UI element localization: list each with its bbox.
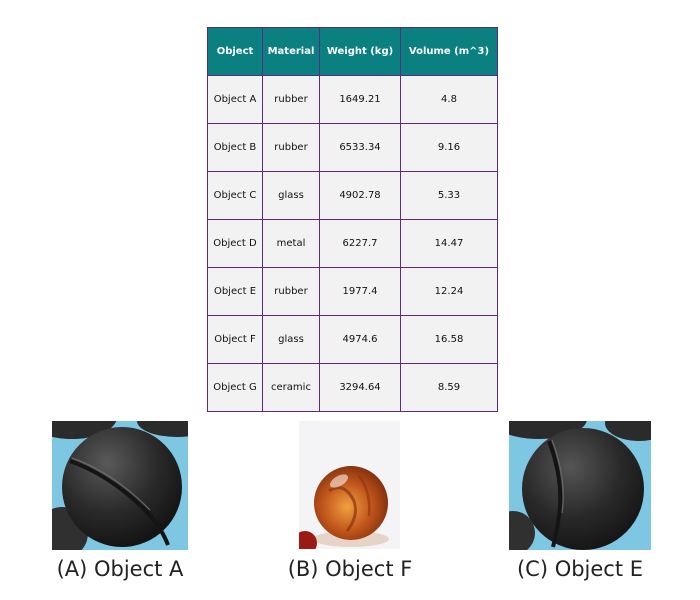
option-c-image[interactable] [509, 421, 651, 550]
cell-weight: 6533.34 [319, 123, 401, 172]
cell-material: rubber [262, 267, 320, 316]
cell-material: metal [262, 219, 320, 268]
cell-volume: 14.47 [400, 219, 498, 268]
table-row: Object D metal 6227.7 14.47 [207, 219, 498, 268]
header-weight: Weight (kg) [319, 27, 401, 76]
cell-object: Object B [207, 123, 263, 172]
cell-weight: 4902.78 [319, 171, 401, 220]
cell-weight: 4974.6 [319, 315, 401, 364]
option-a-caption: (A) Object A [56, 557, 184, 581]
header-volume: Volume (m^3) [400, 27, 498, 76]
cell-object: Object G [207, 363, 263, 412]
black-rubber-ball-photo [509, 421, 651, 550]
data-table-container: Object Material Weight (kg) Volume (m^3)… [207, 27, 498, 412]
cell-volume: 4.8 [400, 75, 498, 124]
cell-weight: 3294.64 [319, 363, 401, 412]
cell-volume: 9.16 [400, 123, 498, 172]
option-b-caption: (B) Object F [287, 557, 413, 581]
header-material: Material [262, 27, 320, 76]
cell-object: Object E [207, 267, 263, 316]
table-row: Object A rubber 1649.21 4.8 [207, 75, 498, 124]
header-object: Object [207, 27, 263, 76]
cell-weight: 1649.21 [319, 75, 401, 124]
table-row: Object B rubber 6533.34 9.16 [207, 123, 498, 172]
option-b-image[interactable] [299, 421, 400, 549]
cell-material: glass [262, 171, 320, 220]
cell-material: ceramic [262, 363, 320, 412]
option-a-image[interactable] [52, 421, 188, 550]
cell-object: Object A [207, 75, 263, 124]
cell-object: Object F [207, 315, 263, 364]
table-row: Object G ceramic 3294.64 8.59 [207, 363, 498, 412]
cell-material: glass [262, 315, 320, 364]
orange-glass-marble-photo [299, 421, 400, 549]
cell-volume: 16.58 [400, 315, 498, 364]
cell-volume: 12.24 [400, 267, 498, 316]
black-rubber-ball-photo [52, 421, 188, 550]
cell-material: rubber [262, 123, 320, 172]
cell-material: rubber [262, 75, 320, 124]
cell-volume: 8.59 [400, 363, 498, 412]
table-row: Object F glass 4974.6 16.58 [207, 315, 498, 364]
table-row: Object E rubber 1977.4 12.24 [207, 267, 498, 316]
table-row: Object C glass 4902.78 5.33 [207, 171, 498, 220]
cell-object: Object C [207, 171, 263, 220]
object-properties-table: Object Material Weight (kg) Volume (m^3)… [207, 27, 498, 412]
cell-weight: 1977.4 [319, 267, 401, 316]
cell-object: Object D [207, 219, 263, 268]
cell-weight: 6227.7 [319, 219, 401, 268]
cell-volume: 5.33 [400, 171, 498, 220]
option-c-caption: (C) Object E [516, 557, 644, 581]
table-header-row: Object Material Weight (kg) Volume (m^3) [207, 27, 498, 76]
